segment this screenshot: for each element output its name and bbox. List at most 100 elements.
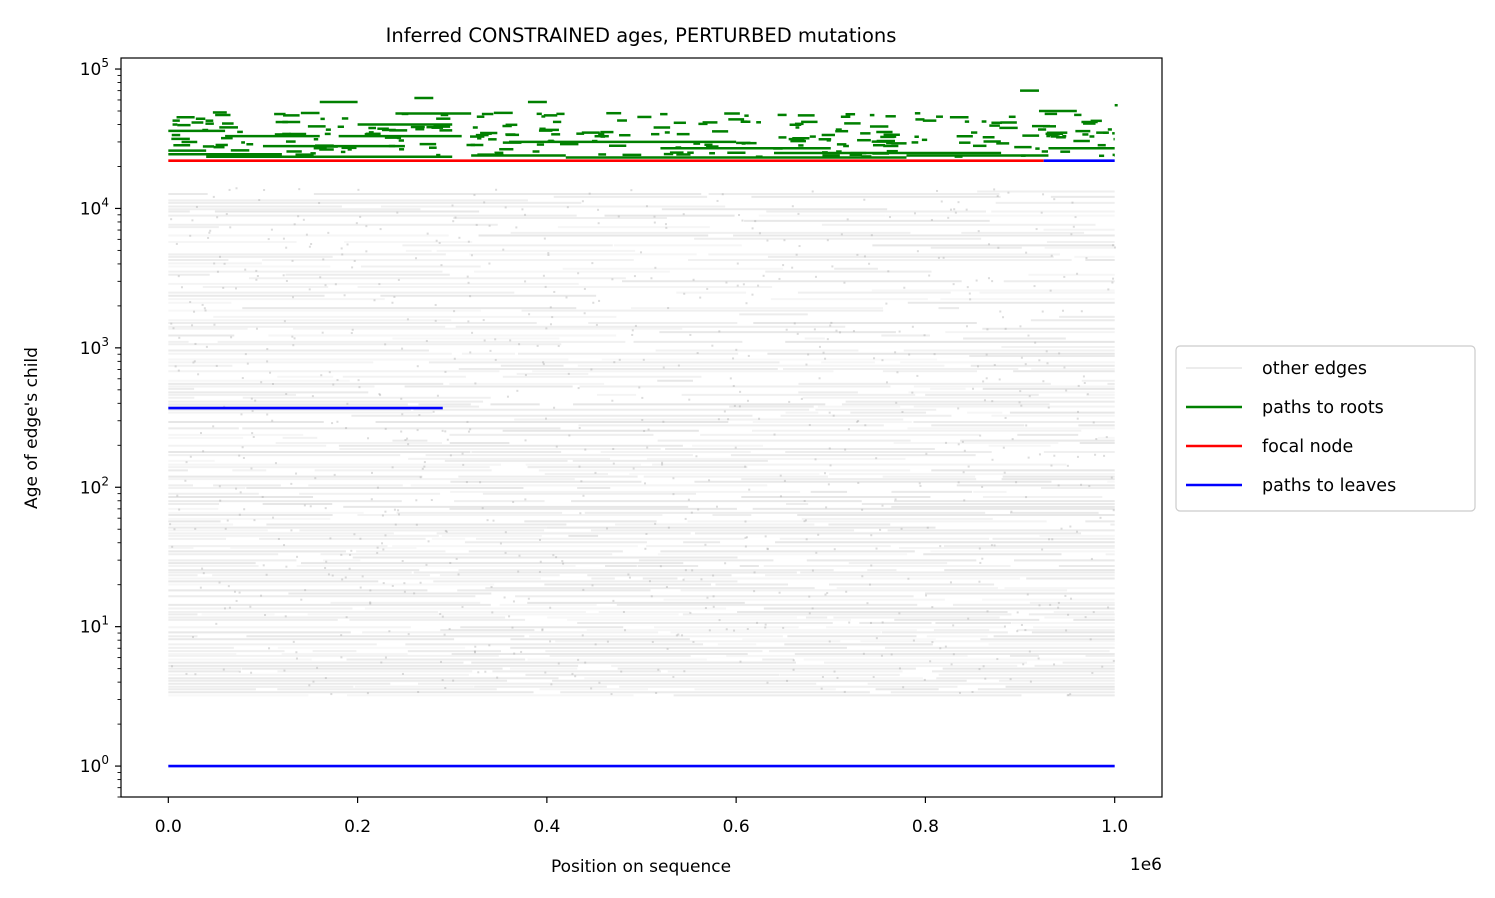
other-edge-point <box>312 680 315 683</box>
other-edge-point <box>971 691 974 694</box>
other-edge-point <box>957 481 960 484</box>
other-edge-point <box>628 576 631 579</box>
other-edge-point <box>746 399 749 402</box>
legend-label: paths to leaves <box>1262 476 1396 496</box>
other-edge-point <box>568 434 571 437</box>
other-edge-point <box>465 481 468 484</box>
other-edge-point <box>972 387 975 390</box>
other-edge-point <box>578 427 581 430</box>
other-edge-point <box>762 274 765 277</box>
other-edge-point <box>591 584 594 587</box>
other-edge-point <box>272 516 275 519</box>
other-edge-point <box>657 668 660 671</box>
other-edge-point <box>729 377 732 380</box>
other-edge-point <box>766 547 769 550</box>
other-edge-point <box>441 615 444 618</box>
other-edge-point <box>215 622 218 625</box>
other-edge-point <box>916 250 919 253</box>
other-edge-point <box>547 253 550 256</box>
other-edge-point <box>308 288 311 291</box>
other-edge-point <box>829 324 832 327</box>
other-edge-point <box>991 400 994 403</box>
other-edge-point <box>223 607 226 610</box>
other-edge-point <box>1038 604 1041 607</box>
other-edge-point <box>811 607 814 610</box>
other-edge-point <box>213 323 216 326</box>
other-edge-point <box>831 265 834 268</box>
other-edge-point <box>1049 289 1052 292</box>
other-edge-point <box>708 629 711 632</box>
other-edge-point <box>595 323 598 326</box>
other-edge-point <box>229 226 232 229</box>
other-edge-point <box>496 676 499 679</box>
other-edge-point <box>985 377 988 380</box>
other-edge-point <box>508 615 511 618</box>
other-edge-point <box>1004 416 1007 419</box>
other-edge-point <box>258 199 261 202</box>
other-edge-point <box>704 543 707 546</box>
other-edge-point <box>1025 251 1028 254</box>
other-edge-point <box>641 419 644 422</box>
other-edge-point <box>783 479 786 482</box>
other-edge-point <box>735 348 738 351</box>
x-tick-label: 0.4 <box>533 817 560 837</box>
other-edge-point <box>766 548 769 551</box>
other-edge-point <box>978 547 981 550</box>
other-edge-point <box>1018 401 1021 404</box>
other-edge-point <box>524 213 527 216</box>
other-edge-point <box>194 527 197 530</box>
other-edge-point <box>1027 456 1030 459</box>
other-edge-point <box>640 251 643 254</box>
other-edge-point <box>379 394 382 397</box>
other-edge-point <box>725 628 728 631</box>
other-edge-point <box>216 216 219 219</box>
other-edge-point <box>421 467 424 470</box>
other-edge-point <box>283 669 286 672</box>
other-edge-point <box>230 336 233 339</box>
other-edge-point <box>708 479 711 482</box>
other-edge-point <box>1007 191 1010 194</box>
other-edge-point <box>1024 363 1027 366</box>
other-edge-point <box>700 578 703 581</box>
other-edge-point <box>986 610 989 613</box>
y-tick-label: 100 <box>80 753 109 777</box>
other-edge-point <box>967 465 970 468</box>
other-edge-point <box>1061 309 1064 312</box>
other-edge-point <box>1069 693 1072 696</box>
other-edge-point <box>835 329 838 332</box>
other-edge-point <box>479 481 482 484</box>
other-edge-point <box>244 268 247 271</box>
other-edge-point <box>1080 310 1083 313</box>
other-edge-point <box>672 477 675 480</box>
other-edge-point <box>292 296 295 299</box>
other-edge-point <box>539 560 542 563</box>
legend: other edges paths to roots focal node paths… <box>1175 345 1476 512</box>
other-edge-point <box>438 241 441 244</box>
other-edge-point <box>504 531 507 534</box>
other-edge-point <box>235 187 238 190</box>
other-edge-point <box>484 670 487 673</box>
other-edge-point <box>400 397 403 400</box>
other-edge-point <box>553 290 556 293</box>
other-edge-point <box>997 246 1000 249</box>
other-edge-point <box>240 413 243 416</box>
other-edge-point <box>687 498 690 501</box>
other-edge-point <box>880 654 883 657</box>
other-edge-point <box>194 673 197 676</box>
other-edge-point <box>400 430 403 433</box>
other-edge-point <box>185 461 188 464</box>
other-edge-point <box>403 590 406 593</box>
other-edge-point <box>818 377 821 380</box>
other-edge-point <box>452 220 455 223</box>
other-edge-point <box>331 422 334 425</box>
other-edge-point <box>340 634 343 637</box>
other-edge-point <box>462 463 465 466</box>
other-edge-point <box>343 294 346 297</box>
other-edge-point <box>888 216 891 219</box>
other-edge-point <box>528 313 531 316</box>
other-edge-point <box>895 401 898 404</box>
other-edge-point <box>398 513 401 516</box>
other-edge-point <box>751 227 754 230</box>
other-edge-point <box>588 192 591 195</box>
other-edge-point <box>520 650 523 653</box>
